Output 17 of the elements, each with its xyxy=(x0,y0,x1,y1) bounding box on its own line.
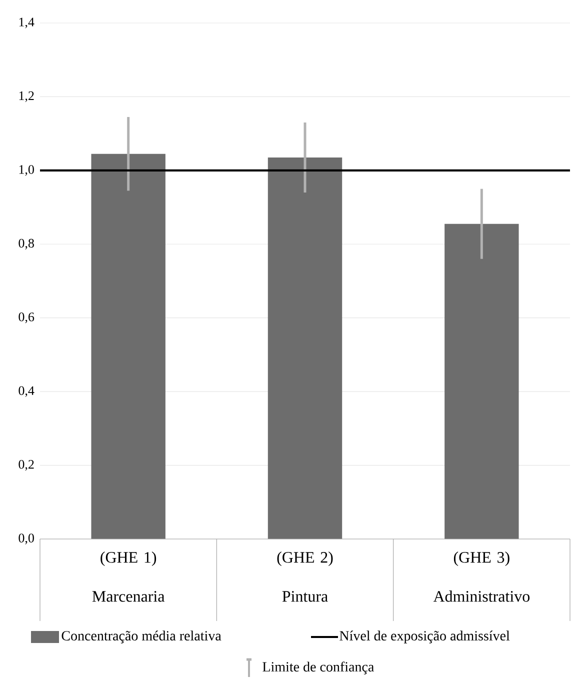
category-label: (GHE 2) Pintura xyxy=(277,552,333,602)
legend-label: Concentração média relativa xyxy=(62,630,222,644)
y-tick-label: 0,0 xyxy=(18,534,34,544)
bar xyxy=(268,158,342,539)
y-tick-label: 1,4 xyxy=(19,18,34,28)
y-tick-label: 1,2 xyxy=(19,91,34,102)
category-label: (GHE 3) Administrativo xyxy=(433,552,530,602)
y-tick-label: 0,6 xyxy=(18,312,34,324)
category-label: (GHE 1) Marcenaria xyxy=(92,552,165,602)
text: Limite de confiança xyxy=(262,662,374,674)
y-tick-label: 0,2 xyxy=(18,460,34,471)
y-tick-label: 0,8 xyxy=(18,238,34,250)
y-tick-label: 1,0 xyxy=(19,165,34,176)
legend-label: Nível de exposição admissível xyxy=(340,630,510,644)
y-tick-label: 0,4 xyxy=(18,386,34,397)
bar xyxy=(444,224,519,539)
bar xyxy=(91,154,166,539)
